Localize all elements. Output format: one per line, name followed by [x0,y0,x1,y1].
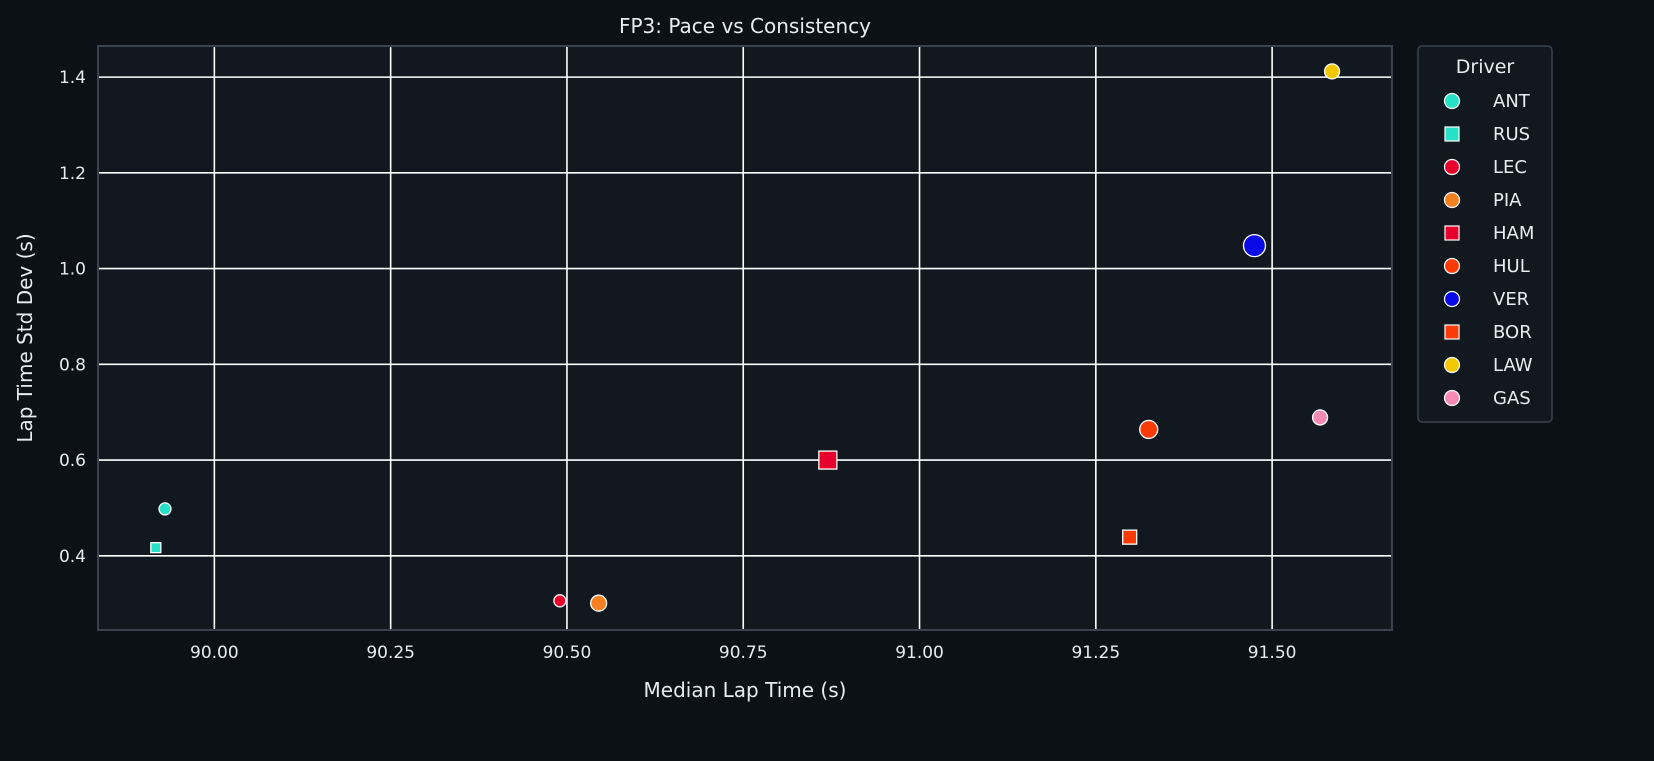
y-tick-label: 1.4 [59,68,86,88]
y-tick-label: 1.0 [59,260,86,280]
legend-marker-hul [1443,257,1461,275]
plot-frame [97,45,1393,631]
point-hul [1139,419,1159,440]
point-gas [1311,409,1329,426]
point-ant [158,502,172,516]
x-tick-label: 91.00 [895,643,944,663]
x-tick-label: 90.75 [719,643,768,663]
point-rus [150,542,162,554]
legend-label-lec: LEC [1493,157,1527,178]
legend-marker-bor [1444,324,1460,340]
legend-label-rus: RUS [1493,124,1530,145]
legend-marker-rus [1444,126,1460,142]
legend-label-ant: ANT [1493,91,1531,112]
chart-title: FP3: Pace vs Consistency [619,14,871,38]
point-law [1323,63,1341,80]
y-tick-label: 1.2 [59,164,86,184]
point-lec [553,594,567,608]
legend-label-law: LAW [1493,355,1533,376]
x-tick-label: 91.50 [1248,643,1297,663]
y-axis-label: Lap Time Std Dev (s) [13,233,37,442]
x-tick-label: 90.00 [190,643,239,663]
point-pia [590,594,608,612]
legend-marker-pia [1443,191,1461,209]
legend-label-hul: HUL [1493,256,1530,277]
legend-marker-ham [1444,225,1460,241]
y-tick-label: 0.6 [59,451,86,471]
legend-label-ver: VER [1493,289,1529,310]
x-axis-label: Median Lap Time (s) [644,678,847,702]
legend-entries: ANT RUS LEC PIA HAM HUL VER BOR LAW GAS [1443,91,1534,409]
x-tick-label: 91.25 [1071,643,1120,663]
legend-marker-law [1443,356,1461,374]
y-tick-label: 0.4 [59,547,86,567]
point-ham [818,450,838,470]
point-ver [1242,233,1267,258]
legend-marker-ver [1443,290,1461,308]
legend-label-bor: BOR [1493,322,1532,343]
legend-label-gas: GAS [1493,388,1531,409]
legend-label-pia: PIA [1493,190,1522,211]
legend-marker-ant [1443,92,1461,110]
legend-label-ham: HAM [1493,223,1534,244]
y-ticks: 0.4 0.6 0.8 1.0 1.2 1.4 [59,68,86,567]
legend: Driver ANT RUS LEC PIA HAM HUL VER BOR LAW GAS [1417,45,1553,423]
data-points [150,63,1341,612]
legend-marker-lec [1443,158,1461,176]
grid [98,46,1392,630]
x-tick-label: 90.25 [366,643,415,663]
legend-title: Driver [1456,56,1515,78]
plot-area [98,46,1392,630]
x-tick-label: 90.50 [543,643,592,663]
x-ticks: 90.00 90.25 90.50 90.75 91.00 91.25 91.50 [190,643,1296,663]
y-tick-label: 0.8 [59,355,86,375]
legend-marker-gas [1443,389,1461,407]
point-bor [1122,529,1138,545]
